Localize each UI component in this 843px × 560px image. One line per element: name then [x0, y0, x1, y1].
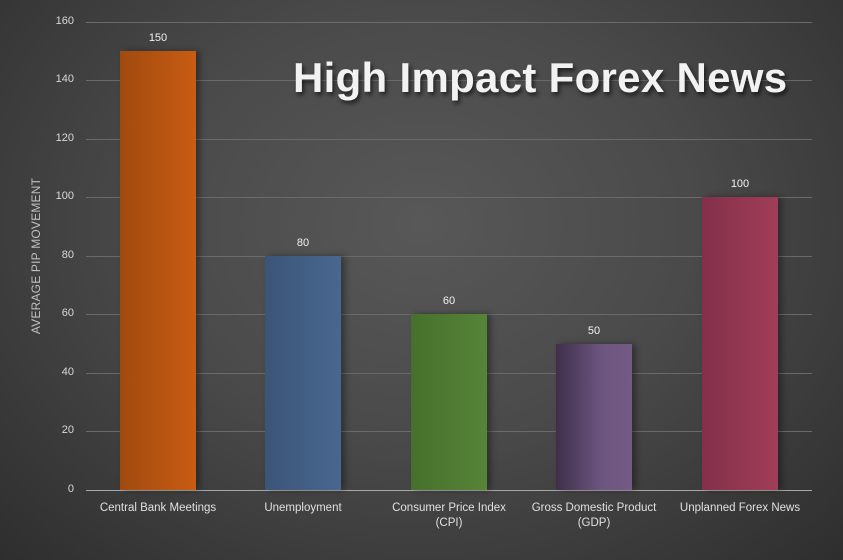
- x-label-line: (CPI): [435, 517, 463, 529]
- gridline-120: [86, 139, 812, 140]
- x-category-label: Consumer Price Index (CPI): [374, 501, 524, 531]
- y-tick-label: 140: [55, 73, 74, 85]
- gridline-160: [86, 22, 812, 23]
- x-label-line: Consumer Price Index: [392, 502, 506, 514]
- value-label: 60: [442, 295, 456, 307]
- x-axis-line: [86, 490, 812, 491]
- gridline-80: [86, 256, 812, 257]
- bar-unemployment: [265, 256, 341, 490]
- x-label-line: (GDP): [577, 517, 611, 529]
- value-label: 100: [730, 178, 750, 190]
- y-tick-label: 100: [55, 190, 74, 202]
- y-tick-label: 0: [67, 483, 74, 495]
- y-axis-title: AVERAGE PIP MOVEMENT: [29, 177, 43, 335]
- value-label: 80: [296, 237, 310, 249]
- x-category-label: Gross Domestic Product (GDP): [519, 501, 669, 531]
- y-tick-label: 80: [61, 249, 74, 261]
- bar-gdp: [556, 344, 632, 490]
- y-tick-label: 120: [55, 132, 74, 144]
- x-category-label: Central Bank Meetings: [83, 501, 233, 516]
- y-tick-label: 160: [55, 15, 74, 27]
- value-label: 150: [148, 32, 168, 44]
- x-category-label: Unemployment: [228, 501, 378, 516]
- gridline-140: [86, 80, 812, 81]
- bar-cpi: [411, 314, 487, 490]
- x-label-line: Unemployment: [264, 502, 342, 514]
- x-label-line: Central Bank Meetings: [99, 502, 217, 514]
- x-label-line: Unplanned Forex News: [679, 502, 801, 514]
- chart-title: High Impact Forex News: [293, 54, 788, 101]
- y-tick-label: 20: [61, 424, 74, 436]
- x-category-label: Unplanned Forex News: [665, 501, 815, 516]
- value-label: 50: [587, 325, 601, 337]
- x-label-line: Gross Domestic Product: [531, 502, 657, 514]
- y-tick-label: 60: [61, 307, 74, 319]
- gridline-100: [86, 197, 812, 198]
- bar-central-bank-meetings: [120, 51, 196, 490]
- y-tick-label: 40: [61, 366, 74, 378]
- bar-unplanned-forex-news: [702, 197, 778, 490]
